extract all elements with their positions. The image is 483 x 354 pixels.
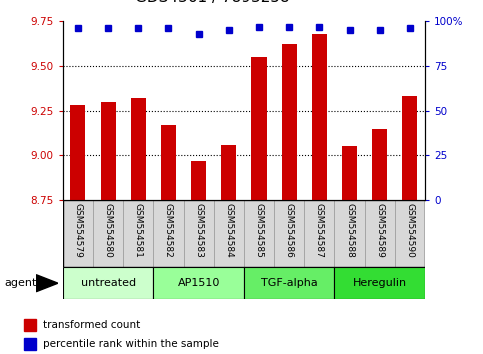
Bar [334, 267, 425, 299]
Bar [372, 129, 387, 200]
Text: GSM554579: GSM554579 [73, 203, 83, 258]
Bar [282, 45, 297, 200]
Bar [100, 102, 115, 200]
Text: GSM554581: GSM554581 [134, 203, 143, 258]
Bar [63, 267, 154, 299]
Text: GSM554586: GSM554586 [284, 203, 294, 258]
Bar [274, 200, 304, 267]
Bar [131, 98, 146, 200]
Bar [154, 200, 184, 267]
Text: GSM554582: GSM554582 [164, 203, 173, 258]
Text: GDS4361 / 7893258: GDS4361 / 7893258 [135, 0, 290, 5]
Bar [63, 200, 93, 267]
Polygon shape [36, 275, 58, 292]
Bar [244, 200, 274, 267]
Bar [213, 200, 244, 267]
Bar [244, 267, 334, 299]
Bar [252, 57, 267, 200]
Bar [402, 96, 417, 200]
Bar [93, 200, 123, 267]
Bar [154, 267, 244, 299]
Bar [365, 200, 395, 267]
Bar [342, 146, 357, 200]
Text: GSM554588: GSM554588 [345, 203, 354, 258]
Bar [161, 125, 176, 200]
Bar [395, 200, 425, 267]
Text: GSM554580: GSM554580 [103, 203, 113, 258]
Bar [24, 319, 36, 331]
Bar [334, 200, 365, 267]
Bar [304, 200, 334, 267]
Bar [312, 34, 327, 200]
Text: untreated: untreated [81, 278, 136, 288]
Text: transformed count: transformed count [43, 320, 140, 330]
Text: GSM554583: GSM554583 [194, 203, 203, 258]
Text: GSM554590: GSM554590 [405, 203, 414, 258]
Bar [221, 144, 236, 200]
Bar [24, 338, 36, 350]
Bar [123, 200, 154, 267]
Text: AP1510: AP1510 [177, 278, 220, 288]
Text: GSM554584: GSM554584 [224, 203, 233, 258]
Text: percentile rank within the sample: percentile rank within the sample [43, 339, 219, 349]
Text: GSM554587: GSM554587 [315, 203, 324, 258]
Bar [191, 161, 206, 200]
Text: TGF-alpha: TGF-alpha [261, 278, 317, 288]
Text: GSM554589: GSM554589 [375, 203, 384, 258]
Text: GSM554585: GSM554585 [255, 203, 264, 258]
Bar [71, 105, 85, 200]
Text: agent: agent [5, 278, 37, 288]
Text: Heregulin: Heregulin [353, 278, 407, 288]
Bar [184, 200, 213, 267]
